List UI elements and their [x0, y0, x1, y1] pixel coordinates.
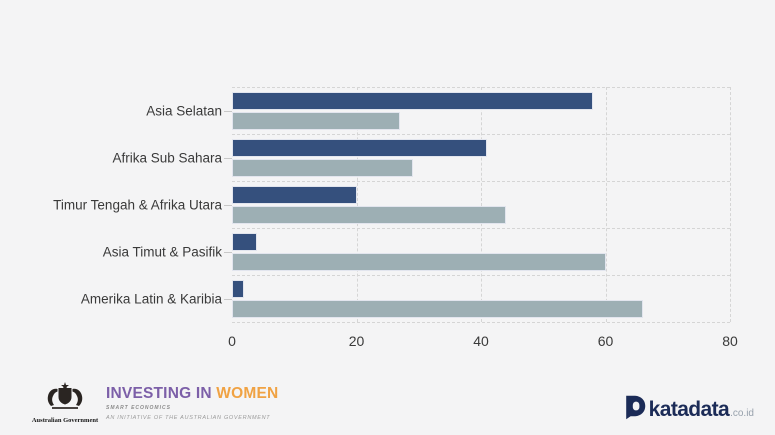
- x-tick-label-80: 80: [722, 333, 738, 349]
- x-tick-label-40: 40: [473, 333, 489, 349]
- y-tick-1: [224, 158, 232, 159]
- chart-plot-area: [232, 87, 731, 323]
- x-tick-label-20: 20: [348, 333, 365, 349]
- x-tick-label-60: 60: [597, 333, 614, 349]
- bar-dark-blue-0: [232, 92, 594, 110]
- y-tick-3: [224, 252, 232, 253]
- gridline-row-2: [232, 181, 730, 182]
- bar-light-gray-blue-1: [232, 159, 413, 177]
- bar-dark-blue-3: [232, 233, 257, 251]
- bar-dark-blue-2: [232, 186, 357, 204]
- gridline-row-0: [232, 87, 730, 88]
- investing-in-women-logo: Australian Government INVESTING IN WOMEN…: [30, 381, 278, 424]
- bar-light-gray-blue-4: [232, 300, 643, 318]
- category-label-1: Afrika Sub Sahara: [112, 150, 222, 166]
- bar-dark-blue-1: [232, 139, 488, 157]
- bar-light-gray-blue-2: [232, 206, 506, 224]
- y-axis: Asia Selatan Afrika Sub Sahara Timur Tenga…: [0, 87, 232, 322]
- category-label-2: Timur Tengah & Afrika Utara: [53, 197, 222, 213]
- bar-light-gray-blue-0: [232, 112, 401, 130]
- gridline-row-5: [232, 322, 730, 323]
- x-tick-label-0: 0: [228, 333, 236, 349]
- y-tick-2: [224, 205, 232, 206]
- australian-government-crest: Australian Government: [30, 381, 100, 424]
- gridline-x-60: [605, 87, 607, 322]
- category-label-3: Asia Timut & Pasifik: [102, 244, 222, 260]
- gridline-row-3: [232, 228, 730, 229]
- x-axis: 0 20 40 60 80: [0, 333, 775, 353]
- katadata-wordmark: katadata: [648, 398, 730, 421]
- category-label-4: Amerika Latin & Karibia: [80, 291, 222, 307]
- investing-in-women-wordmark: INVESTING IN WOMEN: [106, 385, 278, 403]
- coat-of-arms-icon: [42, 382, 88, 415]
- wordmark-women: WOMEN: [216, 385, 279, 402]
- gridline-x-20: [356, 87, 358, 322]
- gridline-row-4: [232, 275, 730, 276]
- bar-light-gray-blue-3: [232, 253, 606, 271]
- gridline-x-40: [481, 87, 482, 322]
- wordmark-investing-in: INVESTING IN: [106, 385, 217, 402]
- katadata-d-icon: [624, 395, 646, 425]
- initiative-tagline: AN INITIATIVE OF THE AUSTRALIAN GOVERNME…: [106, 415, 271, 421]
- katadata-domain-suffix: .co.id: [730, 408, 754, 419]
- smart-economics-tagline: SMART ECONOMICS: [106, 405, 171, 411]
- y-tick-4: [224, 299, 232, 300]
- category-label-0: Asia Selatan: [146, 103, 222, 119]
- bar-dark-blue-4: [232, 280, 245, 298]
- gridline-x-80: [730, 87, 731, 322]
- gridline-row-1: [232, 134, 730, 135]
- katadata-logo: katadata .co.id: [624, 395, 754, 425]
- y-tick-0: [224, 111, 232, 112]
- crest-caption: Australian Government: [31, 417, 99, 424]
